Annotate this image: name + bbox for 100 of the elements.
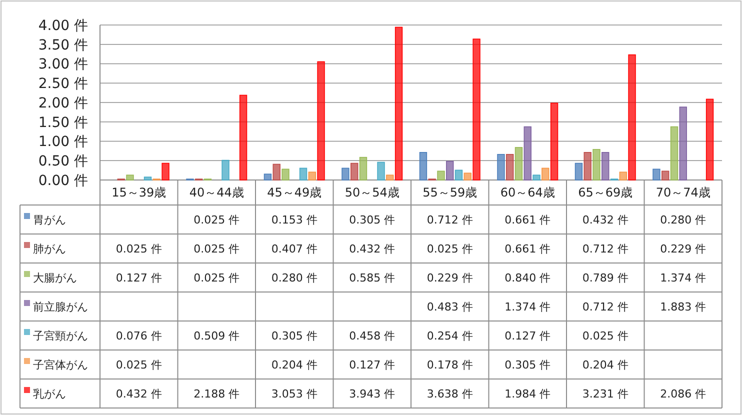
bar: [299, 168, 308, 180]
legend-label: 肺がん: [33, 242, 66, 256]
y-tick-label: 1.00 件: [38, 134, 88, 150]
bar: [514, 147, 523, 180]
bar: [532, 174, 540, 180]
data-label: 0.025 件: [116, 242, 162, 256]
data-label: 0.229 件: [426, 271, 473, 284]
data-label: 0.305 件: [271, 329, 318, 342]
data-label: 0.305 件: [349, 213, 396, 226]
bar: [550, 102, 558, 180]
data-label: 0.280 件: [271, 271, 318, 284]
data-label: 0.229 件: [660, 242, 706, 256]
x-tick-label: 55～59歳: [422, 186, 478, 200]
bar: [419, 152, 428, 180]
bar: [506, 154, 514, 180]
data-label: 0.661 件: [504, 213, 551, 226]
data-label: 0.025 件: [194, 213, 240, 226]
data-label: 1.374 件: [660, 271, 706, 284]
bar: [446, 160, 454, 180]
bar: [317, 61, 325, 180]
data-label: 0.127 件: [504, 329, 551, 342]
bar: [628, 54, 636, 180]
legend-label: 前立腺がん: [33, 300, 88, 314]
bar: [454, 170, 463, 180]
data-label: 0.025 件: [426, 242, 473, 256]
x-tick-label: 45～49歳: [267, 186, 322, 200]
legend-label: 乳がん: [33, 387, 66, 400]
bar: [464, 172, 472, 180]
y-tick-label: 1.50 件: [38, 114, 88, 131]
bar: [706, 98, 714, 180]
data-label: 1.984 件: [504, 387, 551, 400]
data-label: 0.509 件: [194, 329, 240, 342]
y-tick-label: 4.00 件: [38, 18, 88, 34]
y-tick-label: 3.00 件: [38, 56, 88, 73]
data-label: 0.585 件: [349, 271, 396, 284]
bar: [472, 38, 480, 180]
legend-label: 子宮頸がん: [33, 329, 88, 342]
bar: [437, 170, 445, 180]
bar: [652, 168, 660, 180]
bar: [679, 106, 687, 180]
data-label: 0.432 件: [582, 213, 628, 226]
data-label: 0.025 件: [116, 358, 162, 372]
data-label: 0.407 件: [271, 242, 318, 256]
bar: [524, 126, 532, 180]
data-label: 0.025 件: [194, 242, 240, 256]
y-tick-label: 0.50 件: [38, 154, 88, 170]
bar: [144, 176, 152, 180]
data-label: 0.432 件: [116, 387, 162, 400]
bar: [308, 172, 316, 180]
x-tick-label: 15～39歳: [112, 186, 166, 200]
data-label: 0.178 件: [426, 358, 473, 372]
data-label: 1.374 件: [504, 300, 551, 314]
bar: [584, 152, 592, 180]
legend-label: 子宮体がん: [33, 358, 88, 372]
y-tick-label: 3.50 件: [38, 37, 88, 54]
data-label: 0.254 件: [426, 329, 473, 342]
y-tick-label: 0.00 件: [38, 172, 88, 189]
data-label: 0.204 件: [582, 358, 628, 372]
data-label: 0.025 件: [194, 271, 240, 284]
bar: [602, 152, 610, 180]
data-label: 2.188 件: [194, 387, 240, 400]
data-label: 0.712 件: [426, 213, 473, 226]
bar: [359, 156, 368, 180]
y-tick-label: 2.00 件: [38, 95, 88, 112]
data-label: 0.127 件: [349, 358, 396, 372]
data-label: 0.204 件: [271, 358, 318, 372]
data-label: 0.432 件: [349, 242, 396, 256]
data-label: 0.280 件: [660, 213, 706, 226]
bar: [264, 174, 272, 180]
data-label: 1.883 件: [660, 300, 706, 314]
bar: [222, 160, 230, 180]
data-label: 0.712 件: [582, 242, 628, 256]
legend-label: 胃がん: [33, 213, 66, 226]
data-label: 3.053 件: [271, 387, 318, 400]
x-tick-label: 40～44歳: [189, 186, 244, 200]
data-label: 0.840 件: [504, 271, 551, 284]
bar: [239, 94, 248, 180]
bar: [377, 162, 385, 180]
bar: [350, 162, 358, 180]
data-label: 0.458 件: [349, 329, 396, 342]
data-label: 0.076 件: [116, 329, 162, 342]
data-label: 2.086 件: [660, 387, 706, 400]
data-label: 3.943 件: [349, 387, 396, 400]
y-tick-label: 2.50 件: [38, 76, 88, 92]
bar: [162, 162, 170, 180]
bar: [386, 174, 394, 180]
data-label: 0.712 件: [582, 300, 628, 314]
bar: [272, 164, 280, 180]
x-tick-label: 50～54歳: [344, 186, 400, 200]
data-label: 0.661 件: [504, 242, 551, 256]
data-label: 3.231 件: [582, 387, 628, 400]
bar: [619, 172, 627, 180]
bar: [126, 174, 134, 180]
bar: [592, 149, 600, 180]
bar: [662, 170, 670, 180]
data-label: 3.638 件: [426, 387, 473, 400]
data-label: 0.305 件: [504, 358, 551, 372]
x-tick-label: 65～69歳: [578, 186, 633, 200]
bar: [394, 26, 403, 180]
bar: [497, 154, 505, 180]
